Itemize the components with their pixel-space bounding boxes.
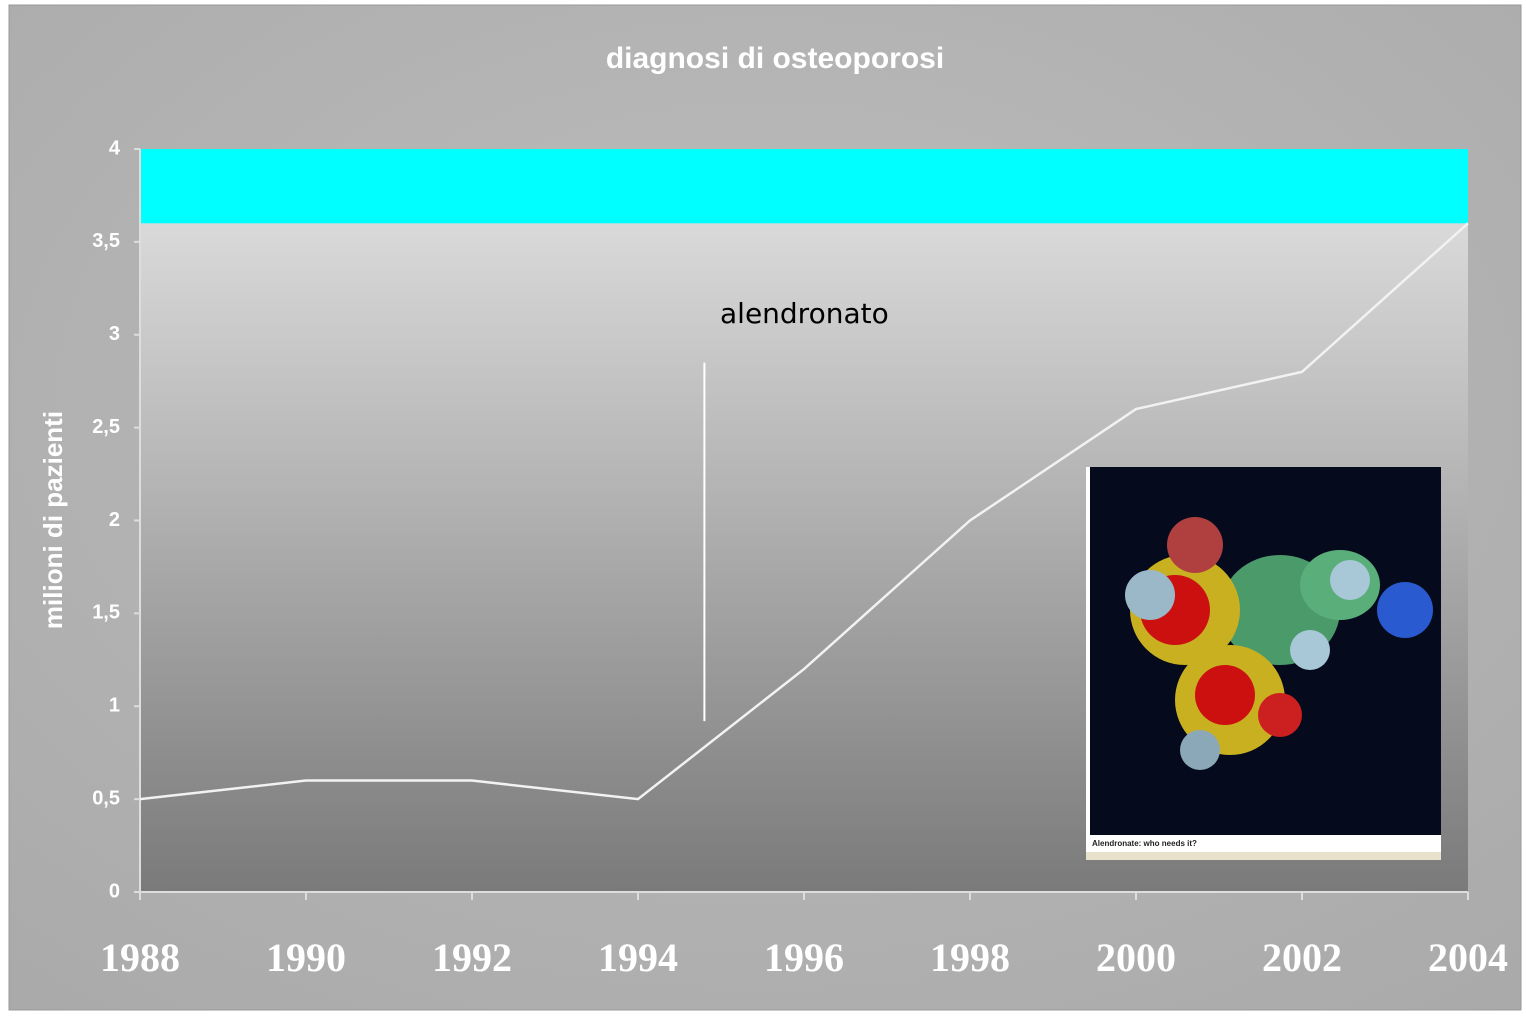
chart-title: diagnosi di osteoporosi [606,42,944,75]
y-tick-label: 3 [109,323,120,345]
y-tick-label: 0 [109,880,120,902]
molecule-part [1195,665,1255,725]
y-tick-label: 1,5 [92,602,120,624]
x-tick-label: 1990 [266,935,346,980]
y-axis-label: milioni di pazienti [38,411,68,629]
x-tick-label: 1988 [100,935,180,980]
inset-caption: Alendronate: who needs it? [1092,839,1197,848]
y-tick-label: 2 [109,509,120,531]
y-tick-label: 1 [109,695,120,717]
x-tick-label: 2002 [1262,935,1342,980]
molecule-part [1290,630,1330,670]
molecule-part [1125,570,1175,620]
y-tick-label: 4 [109,137,121,159]
molecule-part [1258,693,1302,737]
y-tick-label: 0,5 [92,787,120,809]
molecule-part [1180,730,1220,770]
data-line [139,222,1469,801]
x-tick-label: 1996 [764,935,844,980]
inset-bar [1086,852,1441,860]
annotation-label: alendronato [720,297,889,330]
molecule-part [1330,560,1370,600]
inset-image: Alendronate: who needs it? [1086,467,1441,860]
x-tick-label: 1992 [432,935,512,980]
highlight-band [140,149,1468,224]
y-tick-label: 2,5 [92,416,120,438]
x-tick-label: 2004 [1428,935,1508,980]
molecule-part [1167,517,1223,573]
x-tick-label: 1994 [598,935,678,980]
x-tick-label: 1998 [930,935,1010,980]
x-tick-label: 2000 [1096,935,1176,980]
y-tick-label: 3,5 [92,230,120,252]
molecule-part [1377,582,1433,638]
